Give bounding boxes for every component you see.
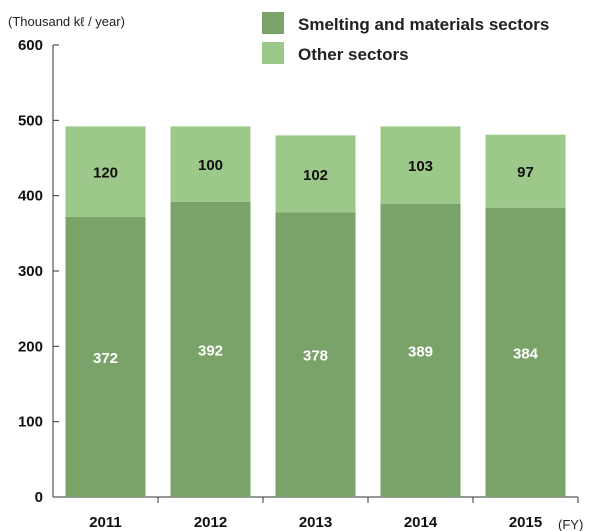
bar-smelting-2012 <box>170 201 251 497</box>
y-tick-label: 300 <box>18 263 43 280</box>
legend-swatch-smelting <box>262 12 284 34</box>
x-tick-label: 2013 <box>299 514 332 531</box>
bar-other-2013 <box>275 135 356 213</box>
bars <box>65 126 566 498</box>
data-label-smelting-2015: 384 <box>513 345 539 362</box>
x-tick-label: 2015 <box>509 514 542 531</box>
y-tick-label: 100 <box>18 414 43 431</box>
x-unit-label: (FY) <box>558 517 583 531</box>
y-tick-label: 600 <box>18 37 43 54</box>
data-label-smelting-2014: 389 <box>408 343 433 360</box>
bar-smelting-2014 <box>380 203 461 497</box>
data-label-other-2012: 100 <box>198 157 223 174</box>
bar-smelting-2013 <box>275 212 356 498</box>
legend-label-other: Other sectors <box>298 45 409 64</box>
data-label-other-2015: 97 <box>517 164 534 181</box>
legend: Smelting and materials sectors Other sec… <box>262 12 549 64</box>
bar-other-2014 <box>380 126 461 204</box>
data-labels: 372 120 392 100 378 102 389 103 384 97 <box>93 157 539 367</box>
y-tick-label: 500 <box>18 112 43 129</box>
bar-other-2011 <box>65 126 146 217</box>
bar-smelting-2011 <box>65 216 146 497</box>
bar-smelting-2015 <box>485 207 566 497</box>
data-label-other-2014: 103 <box>408 158 433 175</box>
data-label-smelting-2012: 392 <box>198 342 223 359</box>
y-tick-label: 400 <box>18 188 43 205</box>
x-tick-label: 2011 <box>89 514 122 531</box>
axes: 0 100 200 300 400 500 600 2011 2012 2013 2014 2015 <box>18 37 579 531</box>
bar-other-2012 <box>170 126 251 202</box>
bar-other-2015 <box>485 134 566 208</box>
legend-label-smelting: Smelting and materials sectors <box>298 15 549 34</box>
data-label-smelting-2011: 372 <box>93 350 118 367</box>
x-tick-label: 2014 <box>404 514 438 531</box>
y-unit-label: (Thousand kℓ / year) <box>8 14 125 29</box>
y-tick-label: 200 <box>18 338 43 355</box>
y-tick-label: 0 <box>35 489 43 506</box>
legend-swatch-other <box>262 42 284 64</box>
data-label-smelting-2013: 378 <box>303 348 328 365</box>
data-label-other-2011: 120 <box>93 165 118 182</box>
x-tick-label: 2012 <box>194 514 227 531</box>
data-label-other-2013: 102 <box>303 167 328 184</box>
